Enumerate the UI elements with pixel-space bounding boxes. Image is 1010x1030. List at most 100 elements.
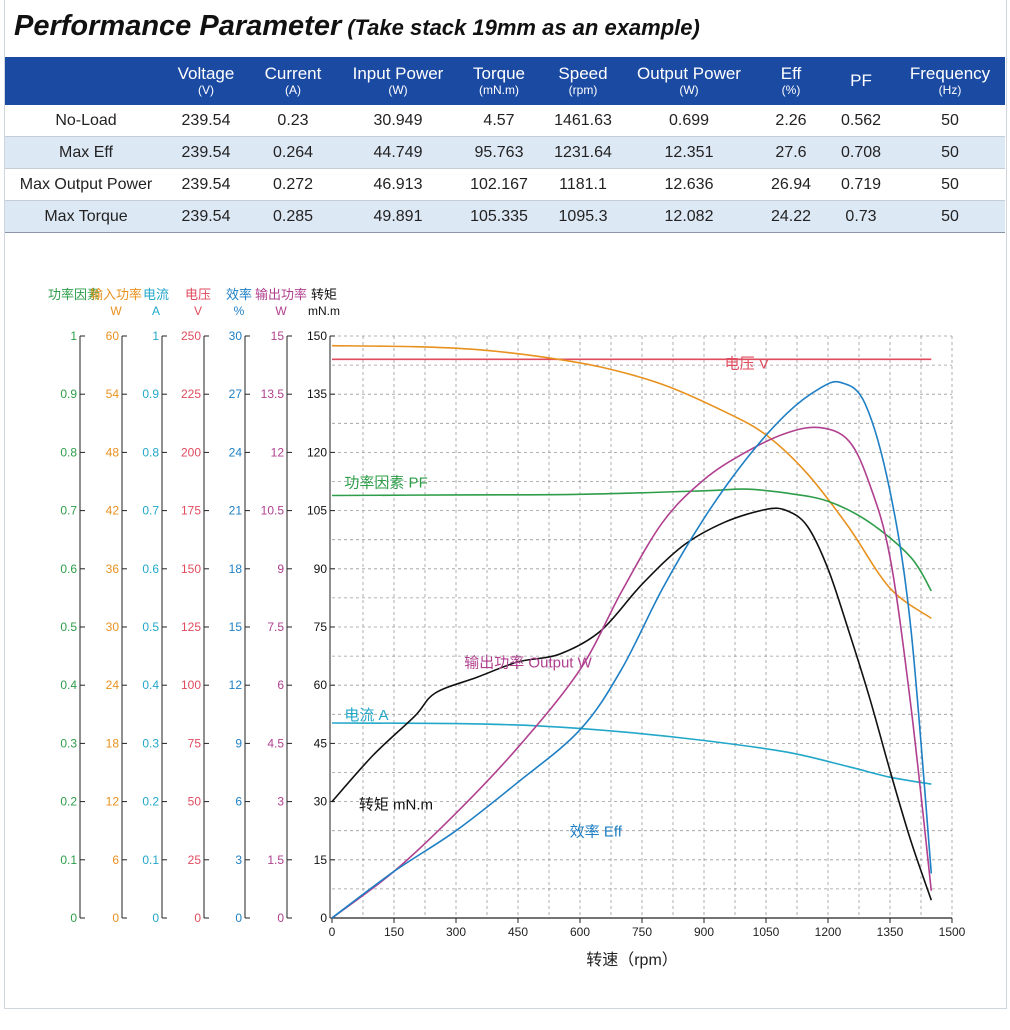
- column-header-unit: (Hz): [938, 82, 962, 97]
- table-cell: 239.54: [167, 200, 245, 233]
- y-tick-label: 150: [181, 562, 201, 576]
- y-tick-label: 50: [188, 795, 202, 809]
- y-tick-label: 0.3: [60, 736, 77, 750]
- y-tick-label: 225: [181, 387, 201, 401]
- y-axis-title: 输入功率: [90, 287, 142, 302]
- series-label-voltage: 电压 V: [725, 356, 769, 373]
- column-header-name: Torque: [473, 63, 525, 83]
- table-cell: 27.6: [755, 136, 827, 169]
- y-tick-label: 0.7: [142, 504, 159, 518]
- x-tick-label: 1500: [939, 925, 966, 939]
- y-axis-title: 电压: [185, 287, 211, 302]
- column-header-unit: (W): [679, 82, 699, 97]
- y-axis-title: 效率: [226, 287, 252, 302]
- series-line-current: [331, 722, 932, 785]
- table-cell: 50: [895, 105, 1005, 137]
- table-cell: 0.272: [245, 168, 341, 201]
- column-header: Voltage (V): [167, 57, 245, 105]
- column-header: Frequency (Hz): [895, 57, 1005, 105]
- column-header-name: Frequency: [909, 63, 991, 83]
- table-cell: 12.636: [623, 168, 755, 201]
- y-axis-torque: 0 15 30 45 60 75 90 105 120 135 150 转矩 mN.m: [307, 287, 340, 925]
- x-tick-label: 450: [508, 925, 528, 939]
- y-tick-label: 0: [320, 911, 327, 925]
- column-header-name: Voltage: [177, 63, 235, 83]
- table-cell: 0.719: [827, 168, 895, 201]
- y-tick-label: 6: [235, 795, 242, 809]
- y-tick-label: 54: [106, 387, 120, 401]
- column-header: Output Power (W): [623, 57, 755, 105]
- y-tick-label: 1: [70, 329, 77, 343]
- y-tick-label: 0.7: [60, 504, 77, 518]
- table-cell: 4.57: [455, 105, 543, 137]
- y-tick-label: 12: [106, 795, 120, 809]
- y-tick-label: 15: [229, 620, 243, 634]
- row-label: Max Output Power: [5, 168, 167, 201]
- table-cell: 1461.63: [543, 105, 623, 137]
- y-tick-label: 100: [181, 678, 201, 692]
- x-tick-label: 1200: [815, 925, 842, 939]
- y-tick-label: 0: [194, 911, 201, 925]
- y-tick-label: 0: [152, 911, 159, 925]
- column-header-unit: (A): [285, 82, 301, 97]
- y-tick-label: 18: [229, 562, 243, 576]
- y-tick-label: 0.2: [60, 795, 77, 809]
- y-tick-label: 60: [314, 678, 328, 692]
- series-label-output: 输出功率 Output W: [464, 655, 592, 672]
- y-tick-label: 175: [181, 504, 201, 518]
- column-header-unit: (W): [388, 82, 408, 97]
- y-axis-title: 功率因素: [48, 287, 100, 302]
- y-tick-label: 12: [229, 678, 243, 692]
- table-cell: 95.763: [455, 136, 543, 169]
- x-tick-label: 750: [632, 925, 652, 939]
- table-cell: 0.73: [827, 200, 895, 233]
- table-row: Max Torque 239.54 0.285 49.891 105.335 1095.3…: [5, 200, 1005, 233]
- x-tick-label: 150: [384, 925, 404, 939]
- table-cell: 12.351: [623, 136, 755, 169]
- x-tick-label: 0: [329, 925, 336, 939]
- page-title: Performance Parameter (Take stack 19mm as…: [14, 6, 700, 46]
- column-header-name: Output Power: [637, 63, 741, 83]
- y-tick-label: 30: [229, 329, 243, 343]
- x-axis-title: 转速（rpm）: [586, 951, 678, 969]
- y-tick-label: 24: [106, 678, 120, 692]
- y-tick-label: 0.1: [142, 853, 159, 867]
- y-tick-label: 1.5: [267, 853, 284, 867]
- y-axis-title: 电流: [143, 287, 169, 302]
- y-tick-label: 200: [181, 445, 201, 459]
- table-cell: 24.22: [755, 200, 827, 233]
- y-tick-label: 150: [307, 329, 327, 343]
- series-label-pf: 功率因素 PF: [344, 474, 427, 491]
- y-tick-label: 75: [188, 736, 202, 750]
- column-header: Eff (%): [755, 57, 827, 105]
- column-header-name: Eff: [780, 63, 802, 83]
- y-tick-label: 0.3: [142, 736, 159, 750]
- column-header-name: Speed: [558, 63, 608, 83]
- table-cell: 239.54: [167, 136, 245, 169]
- y-tick-label: 0: [277, 911, 284, 925]
- column-header-unit: (rpm): [568, 82, 598, 97]
- y-axis-current: 0 0.1 0.2 0.3 0.4 0.5 0.6 0.7 0.8 0.9 1 电流 A: [142, 287, 169, 925]
- series-line-input: [331, 344, 932, 619]
- table-cell: 44.749: [341, 136, 455, 169]
- row-label: Max Torque: [5, 200, 167, 233]
- table-cell: 49.891: [341, 200, 455, 233]
- table-cell: 0.23: [245, 105, 341, 137]
- y-axis-unit: A: [152, 304, 160, 318]
- table-row: No-Load 239.54 0.23 30.949 4.57 1461.63 0.699 2…: [5, 105, 1005, 137]
- y-tick-label: 135: [307, 387, 327, 401]
- table-cell: 12.082: [623, 200, 755, 233]
- series-label-torque: 转矩 mN.m: [359, 796, 433, 813]
- y-tick-label: 0.5: [142, 620, 159, 634]
- table-cell: 105.335: [455, 200, 543, 233]
- y-axis-unit: mN.m: [308, 304, 340, 318]
- performance-table: Voltage (V) Current (A) Input Power (W) Torque…: [5, 57, 1005, 233]
- y-tick-label: 6: [277, 678, 284, 692]
- x-tick-label: 900: [694, 925, 714, 939]
- y-axis-pf: 0 0.1 0.2 0.3 0.4 0.5 0.6 0.7 0.8 0.9 1 功率因素: [48, 287, 100, 925]
- y-tick-label: 9: [235, 736, 242, 750]
- table-cell: 1231.64: [543, 136, 623, 169]
- table-cell: 0.285: [245, 200, 341, 233]
- x-tick-label: 600: [570, 925, 590, 939]
- table-cell: 239.54: [167, 168, 245, 201]
